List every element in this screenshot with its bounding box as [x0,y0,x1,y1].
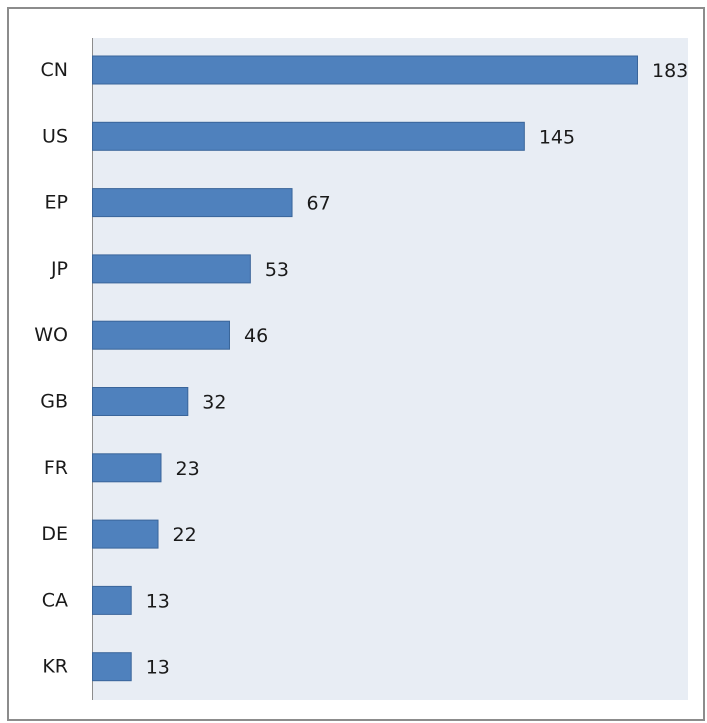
category-label-de: DE [41,523,68,545]
category-label-kr: KR [42,656,68,678]
data-label-us: 145 [539,126,575,148]
category-label-wo: WO [34,324,68,346]
bar-de [92,519,159,549]
category-label-gb: GB [40,391,68,413]
category-label-us: US [42,125,68,147]
bar-us [92,121,525,151]
data-label-ep: 67 [307,193,331,215]
category-label-cn: CN [41,59,68,81]
bars-layer [92,55,638,682]
bar-wo [92,320,230,350]
bar-kr [92,652,132,682]
data-labels: 183 145 67 53 46 32 23 22 13 13 [146,60,689,679]
category-label-fr: FR [44,457,68,479]
category-label-ep: EP [45,192,68,214]
data-label-de: 22 [173,524,197,546]
data-label-jp: 53 [265,259,289,281]
bar-ca [92,585,132,615]
data-label-fr: 23 [175,458,199,480]
data-label-cn: 183 [652,60,688,82]
data-label-gb: 32 [202,392,226,414]
bar-cn [92,55,638,85]
data-label-ca: 13 [146,590,170,612]
category-label-jp: JP [50,258,68,280]
bar-jp [92,254,251,284]
data-label-wo: 46 [244,325,268,347]
category-labels: CN US EP JP WO GB FR DE CA KR [34,59,68,678]
category-label-ca: CA [42,589,68,611]
data-label-kr: 13 [146,657,170,679]
bar-ep [92,188,293,218]
bar-fr [92,453,162,483]
bar-gb [92,387,189,416]
